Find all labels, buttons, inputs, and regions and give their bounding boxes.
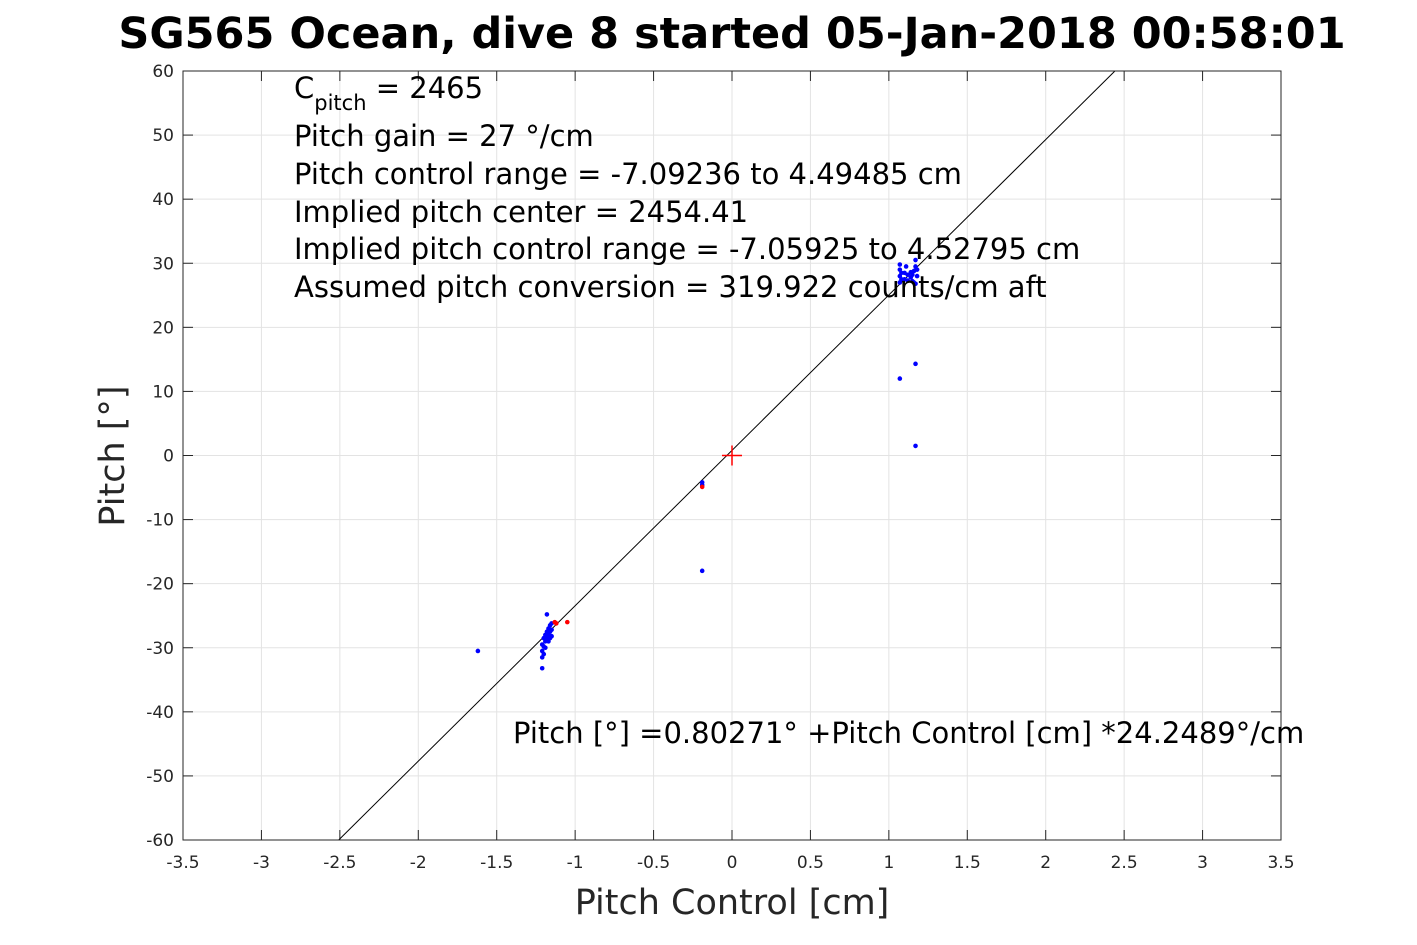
data-point (913, 257, 918, 263)
x-tick-label: 1 (883, 853, 894, 873)
x-axis-label: Pitch Control [cm] (575, 883, 890, 923)
x-tick-label: 3.5 (1267, 853, 1294, 873)
annotation-c-pitch: Cpitch = 2465 (294, 71, 483, 115)
data-point (549, 633, 554, 639)
annotation-pitch-gain: Pitch gain = 27 °/cm (294, 119, 594, 153)
data-point (913, 443, 918, 449)
center-marker (722, 445, 742, 466)
y-tick-label: -40 (146, 703, 174, 723)
data-point (539, 665, 545, 671)
x-tick-label: 2.5 (1111, 853, 1138, 873)
data-point (554, 621, 559, 626)
data-point (699, 484, 705, 490)
data-point (565, 619, 570, 625)
annotation-implied-pitch-center: Implied pitch center = 2454.41 (294, 195, 748, 229)
annotation-implied-pitch-control-range: Implied pitch control range = -7.05925 t… (294, 232, 1080, 266)
y-tick-label: -30 (146, 639, 174, 659)
x-tick-label: -2.5 (323, 853, 356, 873)
data-point (905, 278, 910, 283)
data-point (549, 627, 554, 633)
x-tick-label: -1.5 (480, 853, 513, 873)
data-point (913, 361, 918, 367)
annotations: Cpitch = 2465 Pitch gain = 27 °/cm Pitch… (294, 71, 1304, 750)
y-axis-label: Pitch [°] (93, 385, 133, 526)
y-tick-label: 10 (152, 382, 174, 402)
y-tick-labels: -60 -50 -40 -30 -20 -10 0 10 20 30 40 50 60 (146, 62, 174, 851)
data-point (914, 273, 920, 279)
data-point (903, 264, 909, 269)
annotation-c-pitch-sub: pitch (314, 91, 366, 115)
x-tick-label: -3.5 (166, 853, 199, 873)
annotation-c-pitch-main: C (294, 71, 314, 105)
y-tick-label: 40 (152, 190, 174, 210)
data-point (541, 651, 547, 657)
y-tick-label: 50 (152, 126, 174, 146)
x-tick-labels: -3.5 -3 -2.5 -2 -1.5 -1 -0.5 0 0.5 1 1.5 2 2.5 3 3.5 (166, 853, 1294, 873)
annotation-fit-equation: Pitch [°] =0.80271° +Pitch Control [cm] … (513, 716, 1304, 750)
annotation-pitch-control-range: Pitch control range = -7.09236 to 4.4948… (294, 157, 962, 191)
x-tick-label: -0.5 (637, 853, 670, 873)
data-points (475, 257, 920, 671)
data-point (914, 267, 920, 272)
y-tick-label: -20 (146, 575, 174, 595)
x-tick-label: -2 (410, 853, 427, 873)
x-tick-label: 2 (1040, 853, 1051, 873)
y-tick-label: 60 (152, 62, 174, 82)
axis-ticks (182, 70, 1282, 841)
y-tick-label: -10 (146, 511, 174, 531)
data-point (544, 612, 550, 617)
data-point (543, 645, 548, 651)
y-tick-label: 30 (152, 254, 174, 274)
chart-title: SG565 Ocean, dive 8 started 05-Jan-2018 … (118, 9, 1345, 59)
data-point (905, 272, 910, 278)
data-point (475, 648, 481, 654)
y-tick-label: 20 (152, 318, 174, 338)
x-tick-label: -3 (253, 853, 270, 873)
annotation-assumed-pitch-conversion: Assumed pitch conversion = 319.922 count… (294, 270, 1047, 304)
x-tick-label: 0.5 (797, 853, 824, 873)
x-tick-label: 1.5 (954, 853, 981, 873)
y-tick-label: -60 (146, 831, 174, 851)
y-tick-label: 0 (163, 447, 174, 467)
data-point (897, 376, 903, 381)
y-tick-label: -50 (146, 767, 174, 787)
data-point (699, 568, 705, 574)
x-tick-label: 0 (727, 853, 738, 873)
annotation-c-pitch-value: = 2465 (367, 71, 484, 105)
x-tick-label: -1 (567, 853, 584, 873)
data-point (910, 272, 915, 278)
data-point (897, 262, 903, 267)
x-tick-label: 3 (1197, 853, 1208, 873)
plot-frame (182, 70, 1282, 841)
data-point (913, 281, 918, 287)
